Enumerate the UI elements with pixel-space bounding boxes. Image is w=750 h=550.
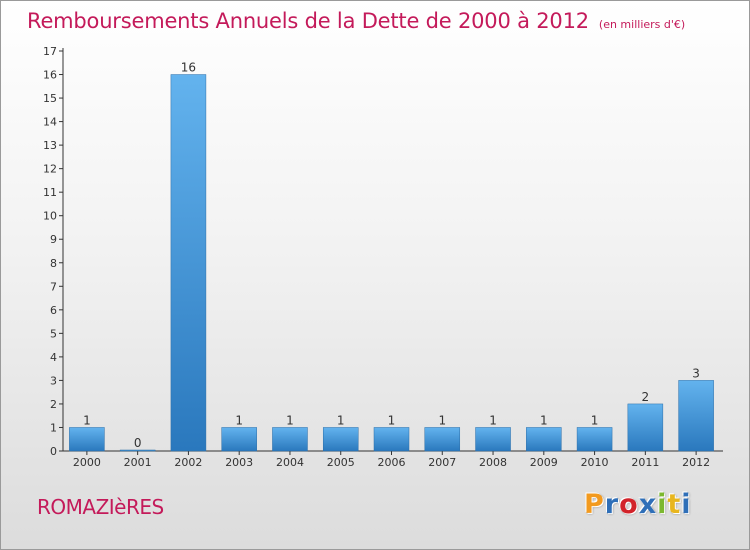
x-tick-label-2004: 2004 [276, 456, 304, 469]
x-tick-label-2007: 2007 [428, 456, 456, 469]
proxiti-logo: Proxiti [584, 489, 692, 520]
y-tick-label: 5 [50, 327, 57, 340]
logo-letter: r [604, 489, 620, 520]
y-tick-label: 2 [50, 398, 57, 411]
data-label-2011: 2 [642, 390, 650, 404]
data-label-2004: 1 [286, 413, 294, 427]
y-tick-label: 7 [50, 280, 57, 293]
y-tick-label: 13 [43, 139, 57, 152]
x-tick-label-2009: 2009 [530, 456, 558, 469]
data-label-2000: 1 [83, 413, 91, 427]
x-tick-label-2010: 2010 [581, 456, 609, 469]
y-tick-label: 9 [50, 233, 57, 246]
x-tick-label-2000: 2000 [73, 456, 101, 469]
title-text: Remboursements Annuels de la Dette de 20… [27, 9, 589, 33]
data-label-2003: 1 [235, 413, 243, 427]
bar-2003 [221, 427, 257, 452]
y-tick-label: 12 [43, 163, 57, 176]
bar-series [69, 74, 714, 452]
y-tick-label: 15 [43, 92, 57, 105]
y-tick-label: 0 [50, 445, 57, 458]
bar-2012 [678, 380, 714, 452]
data-label-2008: 1 [489, 413, 497, 427]
x-tick-label-2008: 2008 [479, 456, 507, 469]
logo-letter: i [657, 489, 668, 520]
x-tick-label-2006: 2006 [378, 456, 406, 469]
x-tick-label-2011: 2011 [631, 456, 659, 469]
logo-letter: i [681, 489, 692, 520]
y-tick-label: 1 [50, 421, 57, 434]
y-tick-label: 3 [50, 374, 57, 387]
bar-2000 [69, 427, 105, 452]
bar-2007 [424, 427, 461, 452]
data-label-2001: 0 [134, 436, 142, 450]
data-label-2006: 1 [388, 413, 396, 427]
bar-2005 [322, 427, 359, 452]
logo-letter: x [638, 489, 658, 520]
bar-2009 [526, 427, 562, 452]
y-tick-label: 10 [43, 210, 57, 223]
bar-2008 [475, 427, 511, 452]
commune-name: ROMAZIèRES [37, 495, 164, 519]
data-label-2012: 3 [692, 366, 700, 380]
y-tick-label: 6 [50, 304, 57, 317]
y-tick-label: 4 [50, 351, 57, 364]
bar-2010 [576, 427, 613, 452]
x-tick-label-2005: 2005 [327, 456, 355, 469]
y-tick-label: 14 [43, 116, 57, 129]
x-tick-label-2002: 2002 [174, 456, 202, 469]
y-tick-label: 16 [43, 69, 57, 82]
y-tick-label: 8 [50, 257, 57, 270]
data-labels: 1 0 16 1 1 1 1 1 1 1 1 2 3 [83, 61, 700, 450]
bar-2002 [170, 74, 207, 452]
data-label-2009: 1 [540, 413, 548, 427]
data-label-2002: 16 [181, 61, 196, 75]
chart-title: Remboursements Annuels de la Dette de 20… [27, 9, 685, 33]
bar-2006 [373, 427, 410, 452]
x-tick-label-2012: 2012 [682, 456, 710, 469]
y-tick-label: 11 [43, 186, 57, 199]
x-tick-label-2001: 2001 [124, 456, 152, 469]
x-tick-label-2003: 2003 [225, 456, 253, 469]
bar-2011 [627, 403, 664, 452]
logo-letter: t [667, 489, 682, 520]
logo-letter: P [584, 489, 605, 520]
data-label-2005: 1 [337, 413, 345, 427]
data-label-2007: 1 [438, 413, 446, 427]
bar-2001 [119, 449, 156, 452]
data-label-2010: 1 [591, 413, 599, 427]
bar-2004 [272, 427, 308, 452]
chart-subtitle: (en milliers d'€) [598, 18, 686, 31]
logo-letter: o [619, 489, 639, 520]
y-tick-label: 17 [43, 45, 57, 58]
